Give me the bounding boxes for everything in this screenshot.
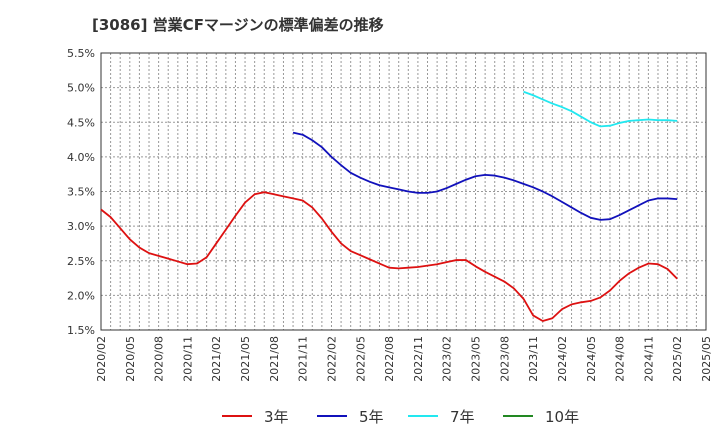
x-tick-label: 2022/11 <box>412 336 425 382</box>
x-tick-label: 2020/11 <box>181 336 194 382</box>
x-tick-label: 2023/02 <box>441 336 454 382</box>
y-tick-label: 1.5% <box>67 324 95 337</box>
chart-title: [3086] 営業CFマージンの標準偏差の推移 <box>92 16 384 34</box>
x-tick-label: 2020/02 <box>95 336 108 382</box>
x-tick-label: 2024/02 <box>556 336 569 382</box>
legend-item-10y[interactable]: 10年 <box>503 404 579 428</box>
x-tick-label: 2024/11 <box>642 336 655 382</box>
legend-label-3y: 3年 <box>264 407 289 426</box>
legend-swatch-10y <box>503 415 533 417</box>
legend-label-7y: 7年 <box>450 407 475 426</box>
x-tick-label: 2022/08 <box>383 336 396 382</box>
series-lines <box>100 90 678 322</box>
legend-item-3y[interactable]: 3年 <box>222 404 289 428</box>
y-tick-label: 5.5% <box>67 47 95 60</box>
legend-swatch-5y <box>317 415 347 417</box>
x-tick-label: 2021/05 <box>239 336 252 382</box>
y-tick-label: 2.5% <box>67 255 95 268</box>
x-tick-label: 2023/05 <box>470 336 483 382</box>
plot-area <box>101 53 706 330</box>
x-tick-label: 2021/11 <box>297 336 310 382</box>
legend-label-5y: 5年 <box>359 407 384 426</box>
x-tick-label: 2022/02 <box>325 336 338 382</box>
plot-border <box>100 52 707 331</box>
x-tick-label: 2022/05 <box>354 336 367 382</box>
legend-item-5y[interactable]: 5年 <box>317 404 384 428</box>
y-tick-label: 3.0% <box>67 220 95 233</box>
legend: 3年 5年 7年 10年 <box>0 404 720 428</box>
y-tick-label: 5.0% <box>67 82 95 95</box>
legend-item-7y[interactable]: 7年 <box>408 404 475 428</box>
grid <box>100 52 707 331</box>
y-tick-label: 4.0% <box>67 151 95 164</box>
x-tick-label: 2021/02 <box>210 336 223 382</box>
x-tick-label: 2025/02 <box>671 336 684 382</box>
axes: 1.5% 2.0% 2.5% 3.0% 3.5% 4.0% 4.5% 5.0% 5.5% 2020… <box>67 47 713 382</box>
legend-swatch-3y <box>222 415 252 417</box>
series-line-2 <box>523 90 678 128</box>
x-tick-label: 2023/11 <box>527 336 540 382</box>
legend-swatch-7y <box>408 415 438 417</box>
x-tick-label: 2023/08 <box>498 336 511 382</box>
x-tick-label: 2024/05 <box>585 336 598 382</box>
x-tick-label: 2025/05 <box>700 336 713 382</box>
y-tick-label: 2.0% <box>67 289 95 302</box>
series-line-1 <box>292 131 678 221</box>
x-tick-label: 2020/08 <box>153 336 166 382</box>
legend-label-10y: 10年 <box>545 407 580 426</box>
x-tick-label: 2020/05 <box>124 336 137 382</box>
series-line-0 <box>100 191 678 322</box>
x-tick-label: 2021/08 <box>268 336 281 382</box>
y-tick-label: 3.5% <box>67 186 95 199</box>
y-tick-label: 4.5% <box>67 116 95 129</box>
x-tick-label: 2024/08 <box>614 336 627 382</box>
